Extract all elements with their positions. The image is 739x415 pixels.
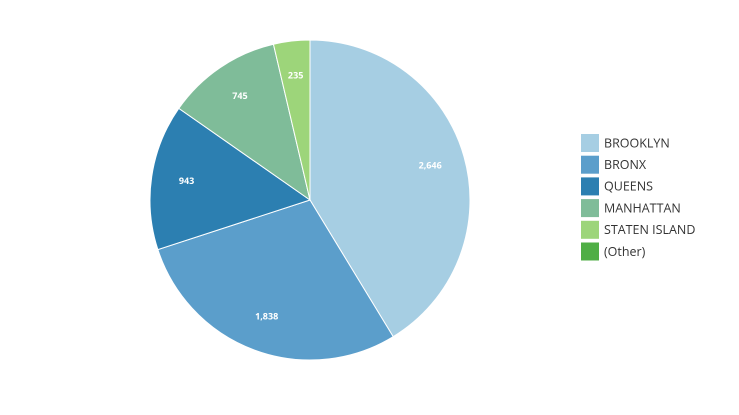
pie-slice — [309, 39, 471, 338]
legend-label: MANHATTAN — [604, 199, 681, 216]
legend-swatch — [581, 199, 599, 218]
legend-label: BROOKLYN — [604, 134, 670, 151]
legend-label: (Other) — [604, 243, 646, 260]
pie-slice — [157, 199, 394, 361]
legend-swatch — [581, 155, 599, 174]
legend-label: QUEENS — [604, 178, 653, 195]
legend-swatch — [581, 220, 599, 239]
legend-label: STATEN ISLAND — [604, 221, 695, 238]
legend-label: BRONX — [604, 156, 647, 173]
data-label: 235 — [288, 68, 303, 81]
legend-swatch — [581, 177, 599, 196]
pie-slice — [149, 107, 312, 251]
pie-slice — [178, 43, 311, 202]
data-label: 943 — [179, 174, 194, 187]
legend-swatch — [581, 134, 599, 152]
data-label: 1,838 — [255, 309, 278, 322]
legend-swatch — [581, 242, 599, 261]
data-label: 2,646 — [419, 159, 442, 172]
data-label: 745 — [232, 89, 247, 102]
